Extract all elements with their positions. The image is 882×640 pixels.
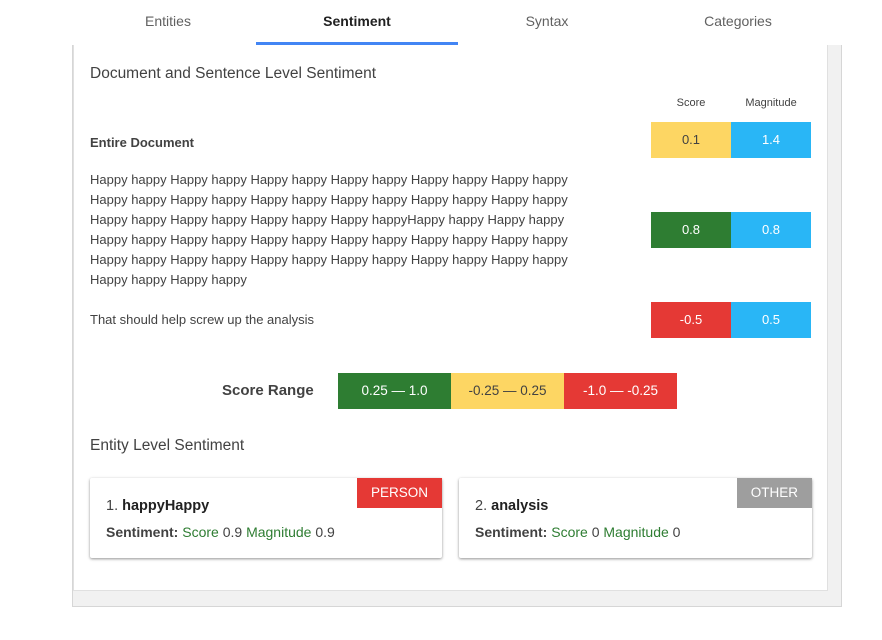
sentence-text: That should help screw up the analysis (90, 312, 315, 327)
magnitude-value: 0.9 (315, 524, 335, 540)
entity-sentiment: Sentiment: Score 0 Magnitude 0 (475, 524, 680, 540)
score-value: 0 (591, 524, 600, 540)
entity-index: 1. (106, 498, 119, 514)
magnitude-cell: 0.5 (731, 302, 811, 338)
sentiment-label: Sentiment: (106, 524, 179, 540)
score-range-negative: -1.0 — -0.25 (564, 373, 677, 409)
sentence-text: Happy happy Happy happy Happy happy Happ… (90, 172, 568, 287)
entity-card: PERSON 1. happyHappy Sentiment: Score 0.… (90, 478, 442, 558)
document-sentiment-title: Document and Sentence Level Sentiment (90, 65, 377, 82)
score-range-positive: 0.25 — 1.0 (338, 373, 451, 409)
entity-index: 2. (475, 498, 488, 514)
score-label: Score (551, 524, 588, 540)
score-cell: 0.1 (651, 122, 731, 158)
score-label: Score (182, 524, 219, 540)
tab-bar: Entities Sentiment Syntax Categories (67, 0, 835, 45)
score-cell: 0.8 (651, 212, 731, 248)
entire-document-label: Entire Document (90, 135, 195, 150)
magnitude-column-header: Magnitude (745, 97, 797, 109)
score-value: 0.9 (222, 524, 243, 540)
entity-name: happyHappy (122, 498, 210, 514)
entity-type-badge: OTHER (736, 478, 812, 508)
entity-title: 1. happyHappy (106, 498, 209, 514)
entity-card: OTHER 2. analysis Sentiment: Score 0 Mag… (459, 478, 812, 558)
entity-sentiment-title: Entity Level Sentiment (90, 437, 245, 454)
score-cell: -0.5 (651, 302, 731, 338)
entity-type-badge: PERSON (356, 478, 442, 508)
magnitude-cell: 0.8 (731, 212, 811, 248)
entity-title: 2. analysis (475, 498, 548, 514)
magnitude-label: Magnitude (246, 524, 312, 540)
panel-shadow: Document and Sentence Level Sentiment Sc… (72, 45, 842, 607)
tab-entities[interactable]: Entities (145, 13, 191, 29)
tab-syntax[interactable]: Syntax (525, 13, 569, 29)
tab-categories[interactable]: Categories (704, 13, 772, 29)
entity-name: analysis (491, 498, 549, 514)
active-tab-indicator (256, 42, 458, 45)
tab-sentiment[interactable]: Sentiment (256, 0, 458, 45)
magnitude-label: Magnitude (603, 524, 669, 540)
entity-sentiment: Sentiment: Score 0.9 Magnitude 0.9 (106, 524, 335, 540)
magnitude-cell: 1.4 (731, 122, 811, 158)
score-range-neutral: -0.25 — 0.25 (451, 373, 564, 409)
score-column-header: Score (676, 97, 706, 109)
sentiment-panel: Document and Sentence Level Sentiment Sc… (73, 45, 828, 591)
magnitude-value: 0 (672, 524, 681, 540)
score-range-label: Score Range (222, 382, 314, 399)
sentiment-label: Sentiment: (475, 524, 548, 540)
tab-sentiment-label: Sentiment (323, 13, 391, 29)
